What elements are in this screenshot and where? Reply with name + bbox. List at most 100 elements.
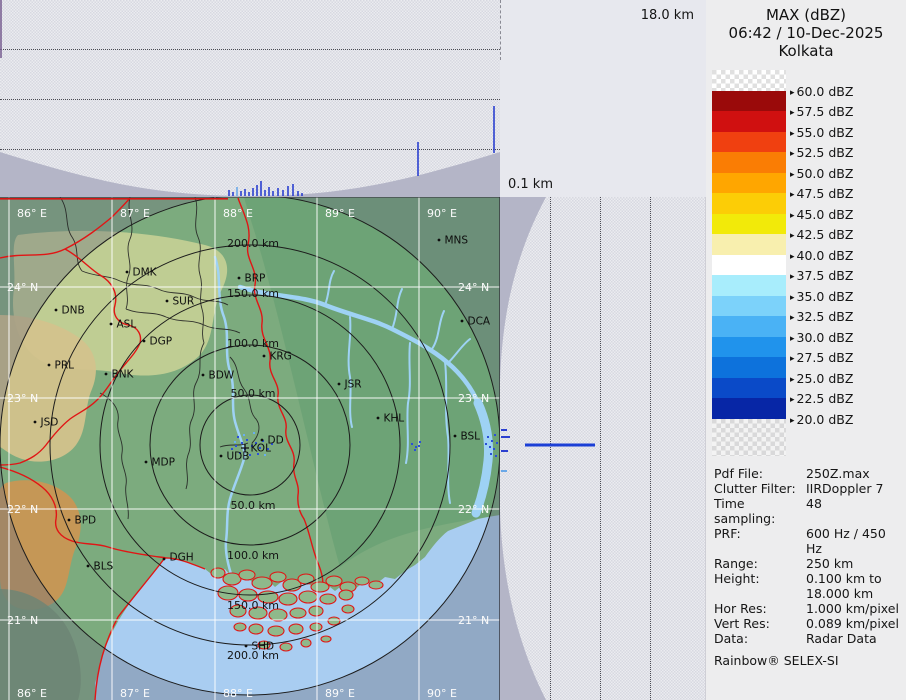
colorbar-label: ▸35.0 dBZ (790, 289, 906, 303)
echo-spike (240, 191, 242, 196)
echo-dash (501, 470, 507, 472)
ns-echoes (501, 429, 595, 472)
echo-speck (243, 434, 245, 436)
echo-spike (256, 185, 258, 196)
longitude-label: 88° E (223, 687, 253, 700)
range-ring-label: 150.0 km (227, 287, 279, 300)
city-label: ASL (117, 319, 137, 331)
city-label: KRG (270, 351, 292, 363)
city-dot-icon (105, 373, 108, 376)
range-ring-label: 50.0 km (230, 499, 275, 512)
dbz-value: 50.0 dBZ (797, 166, 854, 181)
echo-speck (241, 442, 243, 444)
longitude-label: 88° E (223, 207, 253, 220)
panel-divider (500, 0, 501, 60)
info-row: Data:Radar Data (714, 631, 904, 646)
city-label: MNS (445, 235, 469, 247)
colorbar-band (712, 70, 786, 91)
echo-spike (417, 142, 419, 176)
city-dot-icon (454, 435, 457, 438)
city-label: JSD (40, 417, 59, 429)
tick-arrow-icon: ▸ (790, 334, 795, 344)
echo-spike (282, 190, 284, 196)
echo-speck (494, 434, 496, 436)
colorbar-band (712, 111, 786, 132)
info-value: 1.000 km/pixel (806, 601, 899, 616)
city-label: DCA (468, 316, 491, 328)
tick-arrow-icon: ▸ (790, 395, 795, 405)
info-row: Time sampling:48 (714, 496, 904, 526)
latitude-label: 21° N (458, 614, 489, 627)
echo-dash (501, 436, 510, 438)
tick-arrow-icon: ▸ (790, 88, 795, 98)
ns-cross-section-panel[interactable] (500, 197, 706, 700)
echo-spike (260, 181, 262, 196)
dbz-value: 22.5 dBZ (797, 391, 854, 406)
city-dot-icon (220, 455, 223, 458)
colorbar-label: ▸47.5 dBZ (790, 186, 906, 200)
colorbar-band (712, 255, 786, 276)
echo-speck (485, 443, 487, 445)
tick-arrow-icon: ▸ (790, 231, 795, 241)
colorbar-label: ▸22.5 dBZ (790, 391, 906, 405)
info-row: Clutter Filter:IIRDoppler 7 (714, 481, 904, 496)
info-value: Radar Data (806, 631, 877, 646)
longitude-label: 87° E (120, 687, 150, 700)
ew-cross-section-panel[interactable] (0, 0, 500, 197)
dbz-value: 55.0 dBZ (797, 125, 854, 140)
echo-spike (493, 106, 495, 153)
dbz-value: 27.5 dBZ (797, 350, 854, 365)
colorbar-band (712, 132, 786, 153)
colorbar-label: ▸20.0 dBZ (790, 412, 906, 426)
info-row: Hor Res:1.000 km/pixel (714, 601, 904, 616)
echo-dash (501, 429, 507, 431)
colorbar-band (712, 173, 786, 194)
dbz-value: 47.5 dBZ (797, 186, 854, 201)
colorbar-band (712, 337, 786, 358)
city-label: BSL (461, 431, 481, 443)
ns-cross-section-canvas (500, 197, 705, 700)
max-height-label: 18.0 km (641, 8, 694, 23)
echo-spike (264, 190, 266, 196)
city-dot-icon (34, 421, 37, 424)
city-dot-icon (261, 439, 264, 442)
tick-arrow-icon: ▸ (790, 149, 795, 159)
colorbar-label: ▸32.5 dBZ (790, 309, 906, 323)
longitude-label: 87° E (120, 207, 150, 220)
echo-spike (292, 184, 294, 196)
tick-arrow-icon: ▸ (790, 211, 795, 221)
latitude-label: 24° N (7, 281, 38, 294)
panel-edge-mark (0, 0, 2, 58)
city-dot-icon (48, 364, 51, 367)
echo-speck (235, 445, 237, 447)
echo-speck (414, 449, 416, 451)
dbz-value: 35.0 dBZ (797, 289, 854, 304)
colorbar-label: ▸57.5 dBZ (790, 104, 906, 118)
colorbar-band (712, 275, 786, 296)
info-label: PRF: (714, 526, 806, 556)
tick-arrow-icon: ▸ (790, 293, 795, 303)
info-row: Height:0.100 km to 18.000 km (714, 571, 904, 601)
city-label: MDP (152, 457, 175, 469)
city-dot-icon (438, 239, 441, 242)
echo-spike (287, 186, 289, 196)
dbz-value: 52.5 dBZ (797, 145, 854, 160)
colorbar-label: ▸42.5 dBZ (790, 227, 906, 241)
echo-spike (301, 193, 303, 196)
colorbar-band (712, 357, 786, 378)
tick-arrow-icon: ▸ (790, 252, 795, 262)
colorbar-band (712, 152, 786, 173)
scan-info-panel: Pdf File:250Z.maxClutter Filter:IIRDoppl… (714, 466, 904, 668)
colorbar-label: ▸52.5 dBZ (790, 145, 906, 159)
city-label: BPD (75, 515, 97, 527)
radar-map-view[interactable]: 86° E86° E87° E87° E88° E88° E89° E89° E… (0, 197, 500, 700)
tick-arrow-icon: ▸ (790, 272, 795, 282)
echo-dash (501, 450, 508, 452)
tick-arrow-icon: ▸ (790, 108, 795, 118)
legend-sidebar: MAX (dBZ) 06:42 / 10-Dec-2025 Kolkata ▸6… (706, 0, 906, 700)
city-dot-icon (263, 355, 266, 358)
colorbar-label: ▸27.5 dBZ (790, 350, 906, 364)
info-value: 250 km (806, 556, 853, 571)
colorbar-label: ▸37.5 dBZ (790, 268, 906, 282)
echo-speck (234, 441, 236, 443)
